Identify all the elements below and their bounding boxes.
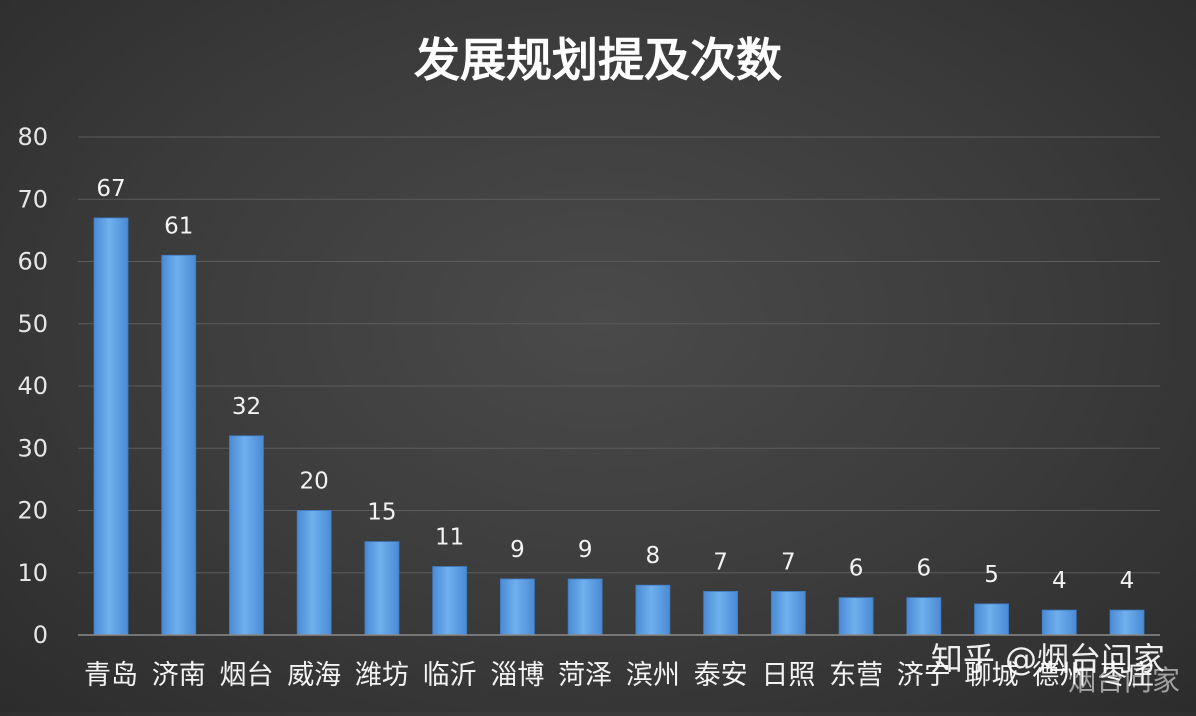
y-tick-label: 10 xyxy=(17,559,48,587)
watermark-sub-text: 烟台问家 xyxy=(1068,664,1180,697)
data-label: 15 xyxy=(367,500,396,526)
x-tick-label: 青岛 xyxy=(84,660,138,691)
x-axis-ticks: 青岛 济南 烟台 威海 潍坊 临沂 淄博 菏泽 滨州 泰安 日照 东营 济宁 聊城 德州 枣庄 xyxy=(84,660,1154,691)
data-label: 4 xyxy=(1052,568,1067,594)
data-label: 5 xyxy=(984,562,999,588)
x-tick-label: 泰安 xyxy=(694,660,748,691)
bar xyxy=(838,597,874,636)
data-label: 67 xyxy=(96,176,125,202)
data-label: 9 xyxy=(510,537,525,563)
bar xyxy=(229,435,264,636)
x-tick-label: 德州 xyxy=(1032,660,1086,691)
watermark-text: 知乎 @烟台问家 xyxy=(931,640,1165,678)
bar xyxy=(974,603,1009,636)
bar xyxy=(703,591,738,636)
bar xyxy=(770,591,806,636)
x-tick-label: 烟台 xyxy=(219,660,273,691)
data-label: 8 xyxy=(646,543,661,569)
bar xyxy=(161,254,197,636)
x-tick-label: 济南 xyxy=(152,660,206,691)
y-tick-label: 60 xyxy=(17,248,48,276)
data-label: 7 xyxy=(713,549,728,575)
bar xyxy=(432,566,468,636)
x-tick-label: 淄博 xyxy=(490,660,544,691)
bar xyxy=(364,541,400,636)
data-label: 11 xyxy=(435,525,464,551)
bar xyxy=(93,217,129,636)
y-tick-label: 50 xyxy=(17,310,48,338)
watermark: 烟台问家 知乎 @烟台问家 xyxy=(931,640,1180,697)
data-label: 61 xyxy=(164,213,193,239)
x-tick-label: 菏泽 xyxy=(558,660,612,691)
y-tick-label: 80 xyxy=(17,123,48,151)
x-tick-label: 枣庄 xyxy=(1100,660,1154,691)
y-tick-label: 0 xyxy=(33,621,48,649)
chart-title: 发展规划提及次数 xyxy=(414,33,782,87)
y-tick-label: 40 xyxy=(17,372,48,400)
bars xyxy=(93,217,1145,636)
bar xyxy=(635,584,671,636)
y-tick-label: 30 xyxy=(17,434,48,462)
bar xyxy=(296,510,332,636)
bar xyxy=(567,578,603,636)
bar xyxy=(1109,609,1145,636)
data-label: 4 xyxy=(1120,568,1135,594)
data-label: 9 xyxy=(578,537,593,563)
data-labels: 67 61 32 20 15 11 9 9 8 7 7 6 6 5 4 4 xyxy=(96,176,1134,594)
x-tick-label: 聊城 xyxy=(965,660,1019,691)
data-label: 20 xyxy=(300,469,329,495)
y-axis-ticks: 0 10 20 30 40 50 60 70 80 xyxy=(17,123,48,649)
data-label: 32 xyxy=(232,394,261,420)
x-tick-label: 济宁 xyxy=(897,660,951,691)
x-tick-label: 潍坊 xyxy=(355,660,409,691)
y-tick-label: 70 xyxy=(17,185,48,213)
data-label: 6 xyxy=(916,556,931,582)
x-tick-label: 临沂 xyxy=(423,660,477,691)
bar xyxy=(499,578,535,636)
x-tick-label: 日照 xyxy=(761,660,815,691)
data-label: 6 xyxy=(849,556,864,582)
bar xyxy=(1041,609,1077,636)
y-tick-label: 20 xyxy=(17,497,48,525)
x-tick-label: 东营 xyxy=(829,660,883,691)
data-label: 7 xyxy=(781,549,796,575)
x-tick-label: 威海 xyxy=(287,660,341,691)
bar xyxy=(906,597,942,636)
x-tick-label: 滨州 xyxy=(626,660,680,691)
